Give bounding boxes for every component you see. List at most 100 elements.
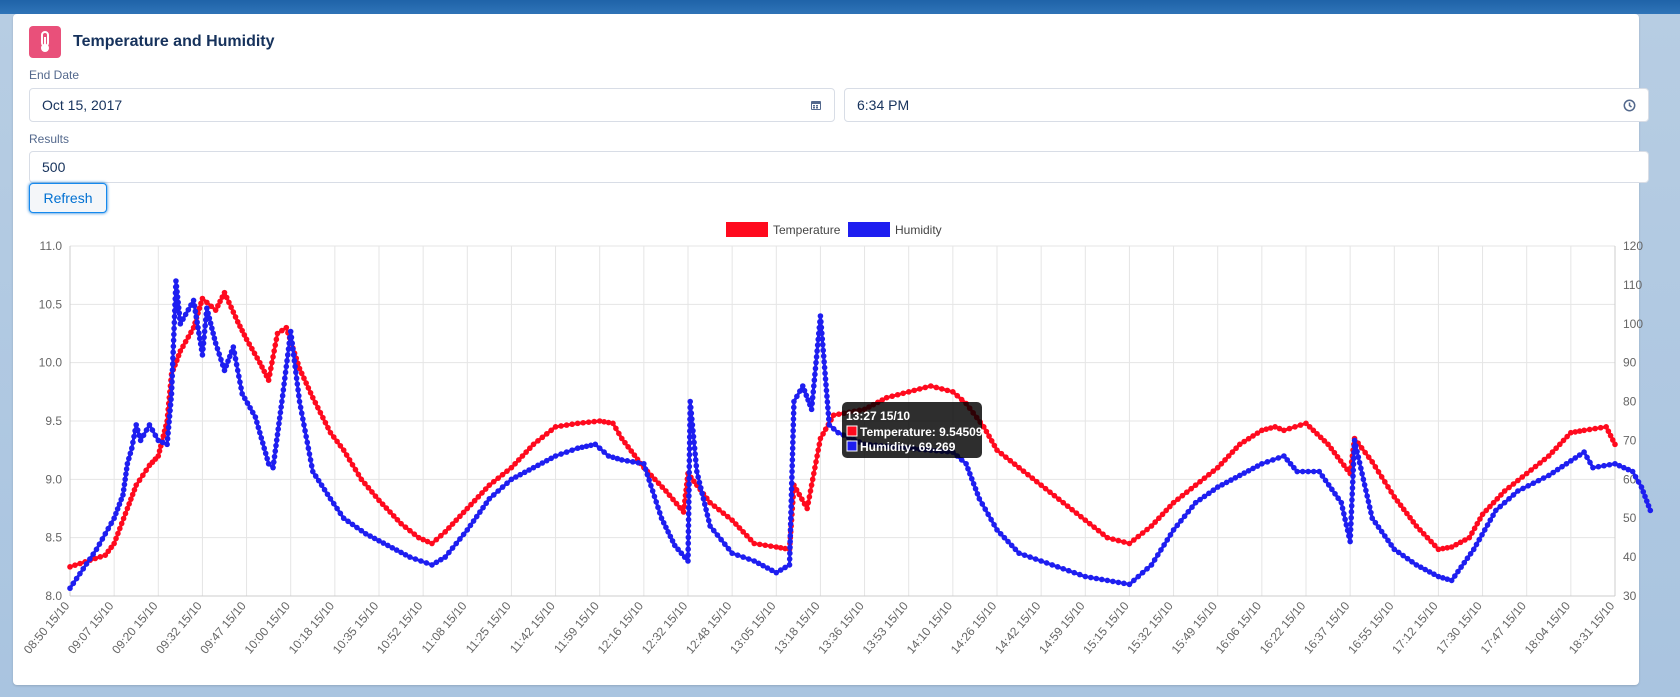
temperature-point: [383, 505, 390, 511]
humidity-point: [667, 533, 674, 540]
temperature-point: [580, 419, 586, 426]
end-date-input[interactable]: Oct 15, 2017: [29, 88, 835, 122]
temperature-point: [1388, 489, 1394, 495]
results-input[interactable]: 500: [29, 151, 1649, 183]
temperature-point: [1197, 478, 1203, 485]
temperature-point: [806, 494, 813, 500]
temperature-point: [1135, 533, 1142, 540]
temperature-point: [259, 364, 265, 370]
temperature-point: [460, 509, 467, 516]
humidity-point: [965, 465, 971, 472]
humidity-point: [340, 515, 347, 522]
humidity-point: [808, 406, 815, 413]
humidity-point: [729, 550, 735, 557]
humidity-point: [233, 361, 240, 368]
humidity-point: [641, 460, 647, 467]
humidity-point: [270, 464, 276, 471]
temperature-point: [1515, 477, 1521, 484]
humidity-point: [1559, 463, 1565, 470]
humidity-point: [972, 485, 979, 492]
temperature-point: [1126, 540, 1133, 547]
humidity-point: [787, 532, 794, 539]
humidity-point: [182, 311, 189, 318]
end-time-input[interactable]: 6:34 PM: [844, 88, 1649, 122]
temperature-point: [369, 489, 375, 495]
humidity-point: [819, 330, 825, 336]
temperature-point: [111, 540, 117, 547]
humidity-point: [1368, 509, 1374, 516]
temperature-point: [563, 422, 570, 428]
temperature-point: [527, 445, 533, 452]
humidity-point: [334, 505, 340, 512]
humidity-point: [80, 565, 87, 572]
humidity-point: [814, 348, 820, 354]
temperature-point: [182, 338, 189, 345]
temperature-point: [539, 434, 546, 441]
humidity-point: [293, 369, 299, 376]
humidity-point: [1310, 468, 1317, 475]
humidity-point: [303, 433, 309, 440]
tooltip-title: 13:27 15/10: [846, 409, 910, 423]
calendar-icon[interactable]: [810, 99, 822, 111]
humidity-point: [791, 398, 797, 405]
humidity-point: [1473, 541, 1480, 548]
humidity-point: [354, 524, 360, 531]
humidity-point: [190, 297, 197, 304]
humidity-point: [1008, 542, 1015, 549]
humidity-point: [1341, 510, 1347, 517]
humidity-point: [483, 500, 490, 507]
humidity-point: [495, 488, 501, 494]
temperature-point: [1159, 511, 1166, 518]
temperature-point: [265, 377, 272, 383]
temperature-point: [508, 464, 515, 471]
humidity-point: [1590, 464, 1596, 471]
temperature-point: [1281, 427, 1287, 434]
humidity-point: [73, 575, 80, 582]
temperature-point: [140, 472, 146, 479]
temperature-point: [1276, 425, 1283, 432]
humidity-point: [185, 306, 192, 313]
temperature-point: [512, 460, 518, 467]
temperature-point: [1038, 482, 1044, 488]
humidity-point: [231, 350, 238, 356]
temperature-point: [1192, 482, 1199, 488]
temperature-point: [1560, 437, 1567, 444]
humidity-point: [199, 352, 206, 358]
humidity-point: [449, 545, 456, 551]
temperature-point: [402, 524, 409, 530]
humidity-point: [982, 506, 989, 512]
temperature-point: [988, 438, 995, 444]
humidity-point: [685, 558, 691, 564]
humidity-point: [167, 402, 174, 408]
humidity-point: [788, 509, 794, 516]
humidity-point: [790, 433, 796, 440]
humidity-point: [130, 439, 136, 446]
clock-icon[interactable]: [1623, 99, 1636, 112]
humidity-point: [201, 328, 208, 335]
tooltip-swatch: [846, 425, 858, 437]
temperature-point: [1362, 449, 1368, 456]
temperature-point: [1082, 517, 1089, 523]
temperature-point: [129, 491, 136, 498]
humidity-point: [691, 439, 697, 446]
humidity-point: [691, 445, 698, 452]
humidity-point: [1359, 470, 1365, 477]
humidity-point: [686, 451, 693, 458]
humidity-point: [818, 318, 824, 325]
humidity-point: [93, 546, 100, 553]
humidity-point: [687, 404, 694, 411]
humidity-point: [517, 471, 524, 478]
temperature-point: [585, 419, 592, 425]
humidity-point: [789, 462, 796, 469]
humidity-point: [412, 556, 419, 562]
humidity-point: [171, 313, 178, 320]
humidity-point: [371, 535, 378, 542]
humidity-point: [1350, 467, 1357, 473]
refresh-button[interactable]: Refresh: [29, 183, 107, 213]
humidity-point: [1236, 472, 1243, 479]
temperature-point: [782, 545, 788, 552]
humidity-point: [152, 432, 159, 439]
humidity-point: [177, 320, 184, 327]
temperature-point: [591, 418, 597, 425]
humidity-point: [1223, 479, 1230, 486]
